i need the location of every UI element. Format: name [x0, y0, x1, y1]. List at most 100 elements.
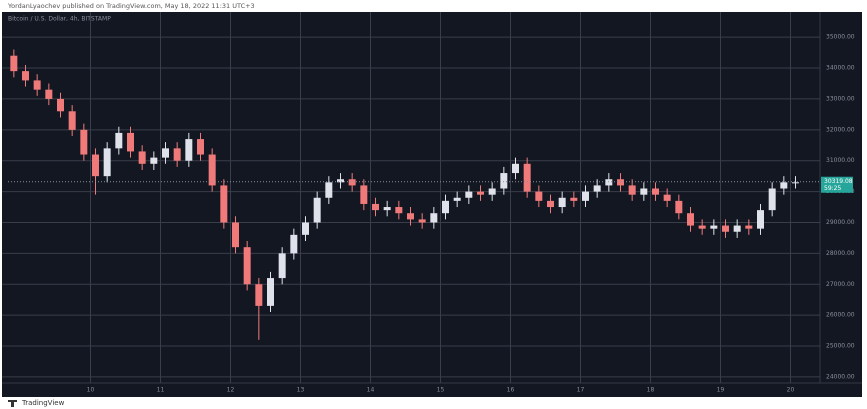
candle-body [453, 197, 461, 201]
candle-body [780, 182, 788, 189]
candle-body [628, 185, 636, 195]
candle-body [337, 179, 344, 183]
candle-body [570, 197, 578, 201]
y-tick-label: 34000.00 [826, 65, 855, 72]
candle-body [640, 188, 648, 195]
candle-body [395, 207, 403, 214]
candle-body [372, 203, 379, 211]
candle-body [92, 154, 99, 177]
candle-body [348, 179, 356, 186]
candle-body [150, 157, 158, 164]
candle-body [792, 182, 799, 184]
y-tick-label: 33000.00 [826, 95, 855, 102]
x-tick-label: 17 [577, 387, 585, 394]
y-tick-label: 28000.00 [826, 250, 855, 257]
candle-body [360, 185, 368, 204]
candle-body [302, 222, 309, 235]
candle-body [80, 129, 88, 155]
x-tick-label: 18 [647, 387, 655, 394]
candle-body [255, 284, 263, 306]
candle-body [290, 234, 298, 254]
candle-body [547, 200, 554, 208]
candle-body [185, 139, 193, 161]
candle-body [582, 191, 589, 201]
candle-body [173, 148, 181, 161]
candle-body [675, 200, 683, 214]
publisher-note: YordanLyaochev published on TradingView.… [7, 2, 255, 10]
candle-body [325, 182, 333, 198]
candle-body [103, 148, 111, 177]
x-tick-label: 19 [717, 387, 725, 394]
last-price-box [821, 176, 853, 193]
candle-body [593, 185, 601, 192]
x-tick-label: 16 [507, 387, 515, 394]
symbol-legend: Bitcoin / U.S. Dollar, 4h, BITSTAMP [8, 16, 111, 23]
candle-body [757, 210, 764, 229]
candle-body [208, 154, 216, 186]
candle-body [232, 222, 239, 248]
countdown-label: 59:25 [824, 185, 841, 192]
x-tick-label: 14 [367, 387, 375, 394]
x-tick-label: 15 [437, 387, 445, 394]
candle-body [558, 197, 566, 208]
candle-body [57, 98, 64, 112]
candle-body [477, 191, 484, 195]
x-tick-label: 20 [787, 387, 795, 394]
candle-body [68, 111, 76, 130]
candle-body [465, 191, 473, 198]
x-tick-label: 12 [227, 387, 235, 394]
candle-body [418, 219, 426, 223]
y-tick-label: 27000.00 [826, 281, 855, 288]
y-tick-label: 32000.00 [826, 126, 855, 133]
candle-body [733, 225, 741, 232]
candle-body [383, 207, 391, 211]
candle-body [162, 148, 169, 158]
candle-body [605, 179, 613, 186]
y-tick-label: 25000.00 [826, 343, 855, 350]
x-tick-label: 11 [157, 387, 165, 394]
candle-body [243, 247, 251, 285]
brand-logo [8, 400, 17, 407]
candle-body [745, 225, 753, 229]
candle-body [115, 132, 123, 149]
candle-body [278, 253, 286, 279]
y-tick-label: 24000.00 [826, 373, 855, 380]
candle-body [652, 188, 659, 195]
candle-body [197, 139, 204, 155]
y-tick-label: 31000.00 [826, 157, 855, 164]
last-price-label: 30319.08 [824, 178, 853, 185]
candle-body [138, 151, 146, 164]
candle-body [10, 55, 18, 72]
candle-body [313, 197, 321, 223]
candle-body [442, 200, 449, 214]
candle-body [698, 225, 706, 229]
candle-body [430, 213, 438, 223]
x-tick-label: 10 [87, 387, 95, 394]
candle-body [407, 213, 414, 220]
candle-body [512, 163, 519, 174]
candle-body [500, 173, 508, 189]
candle-body [535, 191, 543, 201]
candle-body [617, 179, 624, 186]
candle-body [687, 213, 694, 226]
candle-body [488, 188, 496, 195]
candle-body [127, 132, 134, 152]
brand: TradingView [21, 399, 65, 407]
candle-body [710, 225, 718, 229]
candle-body [22, 71, 29, 81]
y-tick-label: 35000.00 [826, 34, 855, 41]
candle-body [45, 89, 53, 99]
candle-body [33, 80, 41, 90]
candle-body [663, 194, 671, 201]
chart-background [2, 12, 862, 397]
candle-body [267, 278, 274, 306]
y-tick-label: 29000.00 [826, 219, 855, 226]
candle-body [523, 163, 531, 192]
y-tick-label: 26000.00 [826, 312, 855, 319]
candle-body [220, 185, 228, 223]
x-tick-label: 13 [297, 387, 305, 394]
candle-body [722, 225, 729, 232]
candle-body [768, 188, 776, 211]
